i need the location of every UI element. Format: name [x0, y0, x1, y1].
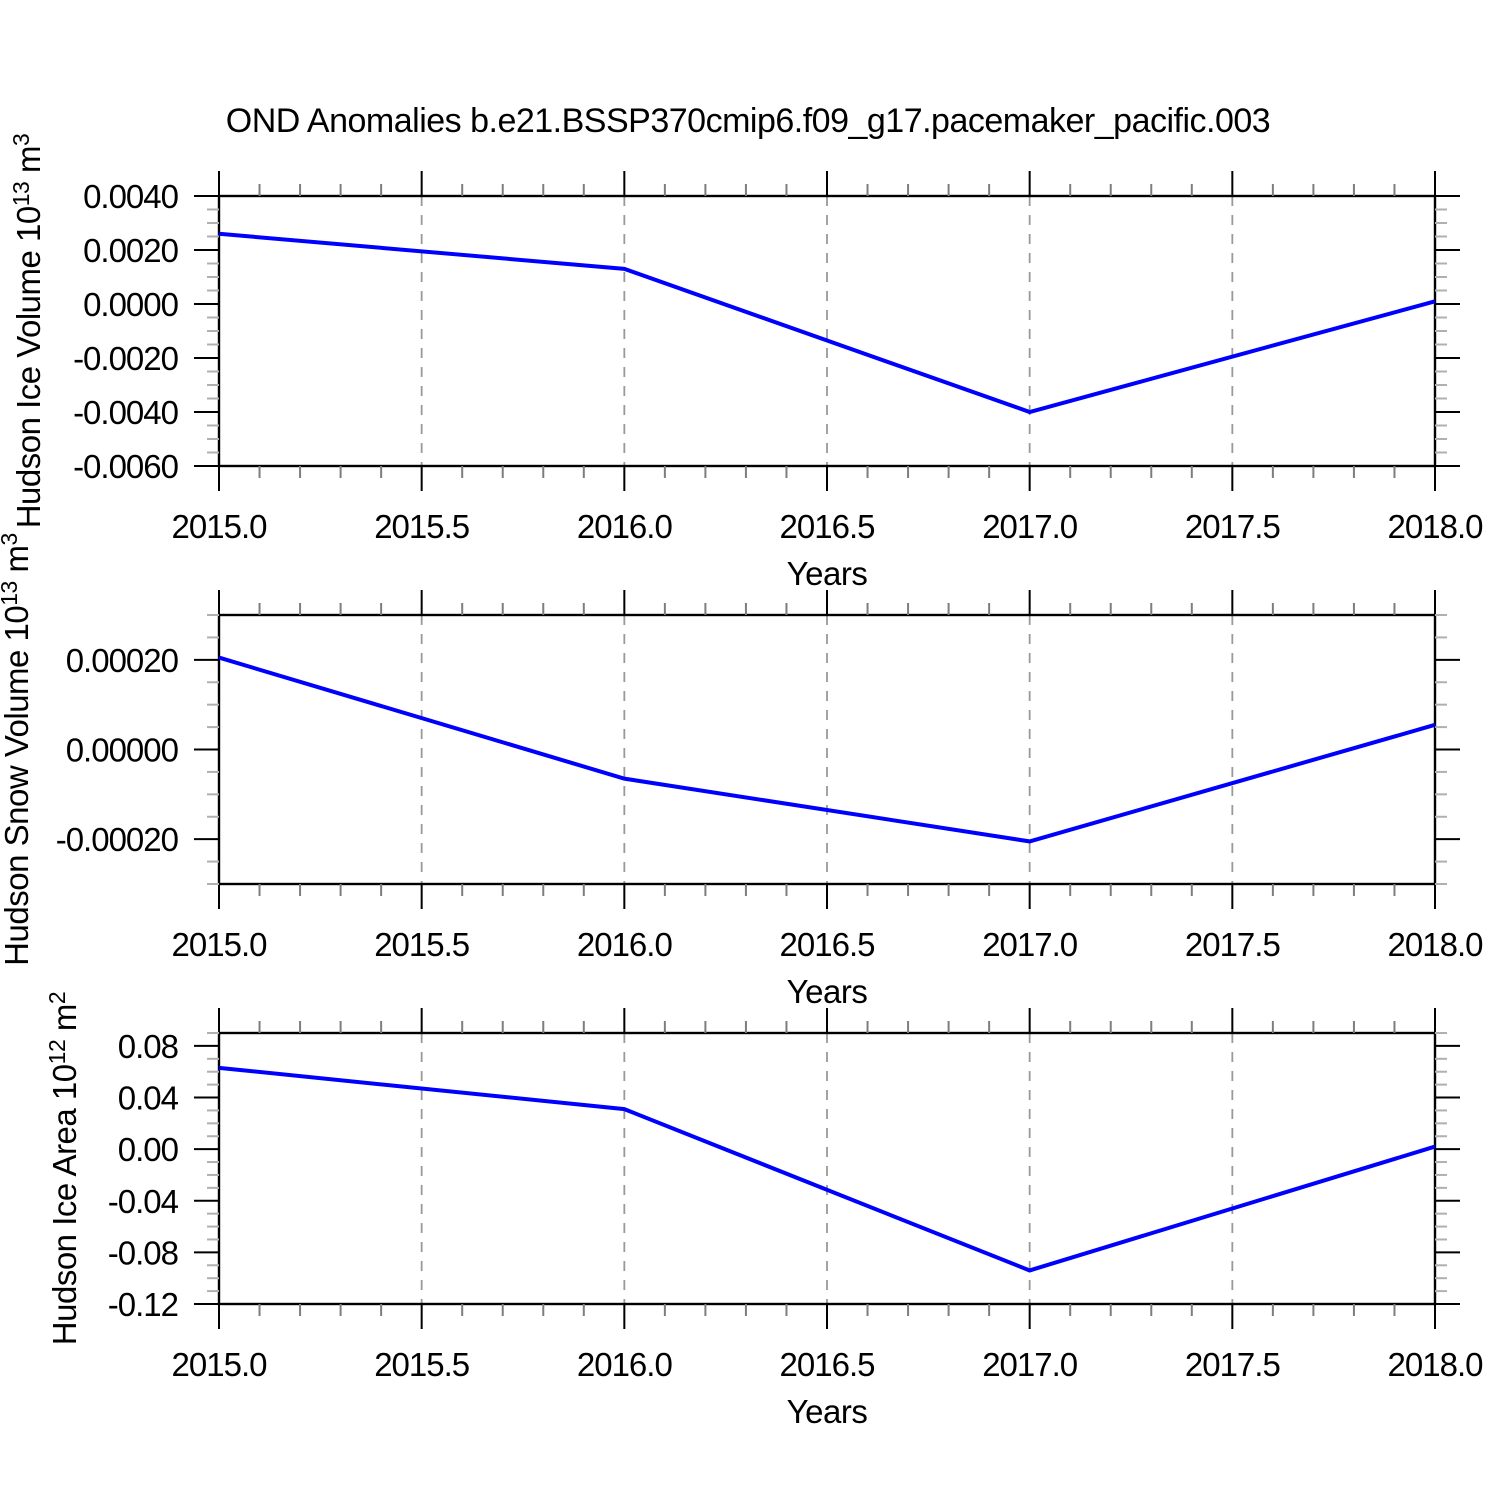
data-line	[218, 231, 1436, 415]
x-tick-label: 2015.0	[172, 1346, 268, 1383]
x-axis-label: Years	[787, 555, 868, 592]
data-line	[218, 655, 1436, 844]
x-tick-label: 2017.5	[1185, 508, 1280, 545]
x-axis-label: Years	[787, 973, 868, 1010]
y-tick-label: 0.0020	[83, 232, 179, 269]
y-tick-label: 0.00	[118, 1131, 179, 1168]
data-line	[218, 1065, 1436, 1273]
y-tick-label: -0.0060	[73, 448, 179, 485]
panel-hudson-ice-volume: 2015.0 2015.5 2016.0 2016.5 2017.0 2017.5 2018…	[8, 134, 1484, 592]
panel-hudson-ice-area: 2015.0 2015.5 2016.0 2016.5 2017.0 2017.5 2018…	[44, 992, 1484, 1430]
y-tick-label: 0.00000	[66, 732, 179, 769]
y-tick-label: -0.12	[108, 1286, 178, 1323]
x-tick-label: 2016.0	[577, 1346, 673, 1383]
y-tick-label: -0.08	[108, 1234, 178, 1271]
chart-title: OND Anomalies b.e21.BSSP370cmip6.f09_g17…	[225, 102, 1271, 140]
y-tick-label: -0.04	[108, 1183, 179, 1220]
y-tick-label: -0.0040	[73, 394, 179, 431]
y-axis-label: Hudson Ice Area 1012 m2	[44, 992, 83, 1345]
x-tick-label: 2017.5	[1185, 1346, 1280, 1383]
y-axis-label: Hudson Snow Volume 1013 m3	[0, 533, 35, 966]
x-tick-label: 2016.5	[780, 508, 875, 545]
x-tick-label: 2016.0	[577, 926, 673, 963]
y-tick-label: 0.00020	[66, 642, 179, 679]
x-tick-label: 2016.5	[780, 926, 875, 963]
x-tick-label: 2017.0	[982, 1346, 1078, 1383]
x-tick-label: 2015.0	[172, 926, 268, 963]
x-tick-label: 2015.5	[374, 1346, 469, 1383]
x-tick-label: 2016.5	[780, 1346, 875, 1383]
y-tick-label: 0.0000	[83, 286, 179, 323]
x-tick-label: 2015.0	[172, 508, 268, 545]
x-tick-label: 2017.0	[982, 508, 1078, 545]
y-tick-label: 0.0040	[83, 178, 179, 215]
x-axis-label: Years	[787, 1393, 868, 1430]
x-tick-label: 2016.0	[577, 508, 673, 545]
x-tick-label: 2018.0	[1388, 508, 1484, 545]
x-tick-label: 2018.0	[1388, 926, 1484, 963]
panel-hudson-snow-volume: 2015.0 2015.5 2016.0 2016.5 2017.0 2017.5 2018…	[0, 533, 1484, 1010]
x-tick-label: 2015.5	[374, 926, 469, 963]
x-tick-label: 2017.0	[982, 926, 1078, 963]
y-tick-label: -0.0020	[73, 340, 179, 377]
y-axis-label: Hudson Ice Volume 1013 m3	[8, 134, 47, 529]
y-tick-label: -0.00020	[56, 821, 179, 858]
y-tick-label: 0.08	[118, 1028, 178, 1065]
x-tick-label: 2017.5	[1185, 926, 1280, 963]
x-tick-label: 2015.5	[374, 508, 469, 545]
x-tick-label: 2018.0	[1388, 1346, 1484, 1383]
y-tick-label: 0.04	[118, 1080, 179, 1117]
